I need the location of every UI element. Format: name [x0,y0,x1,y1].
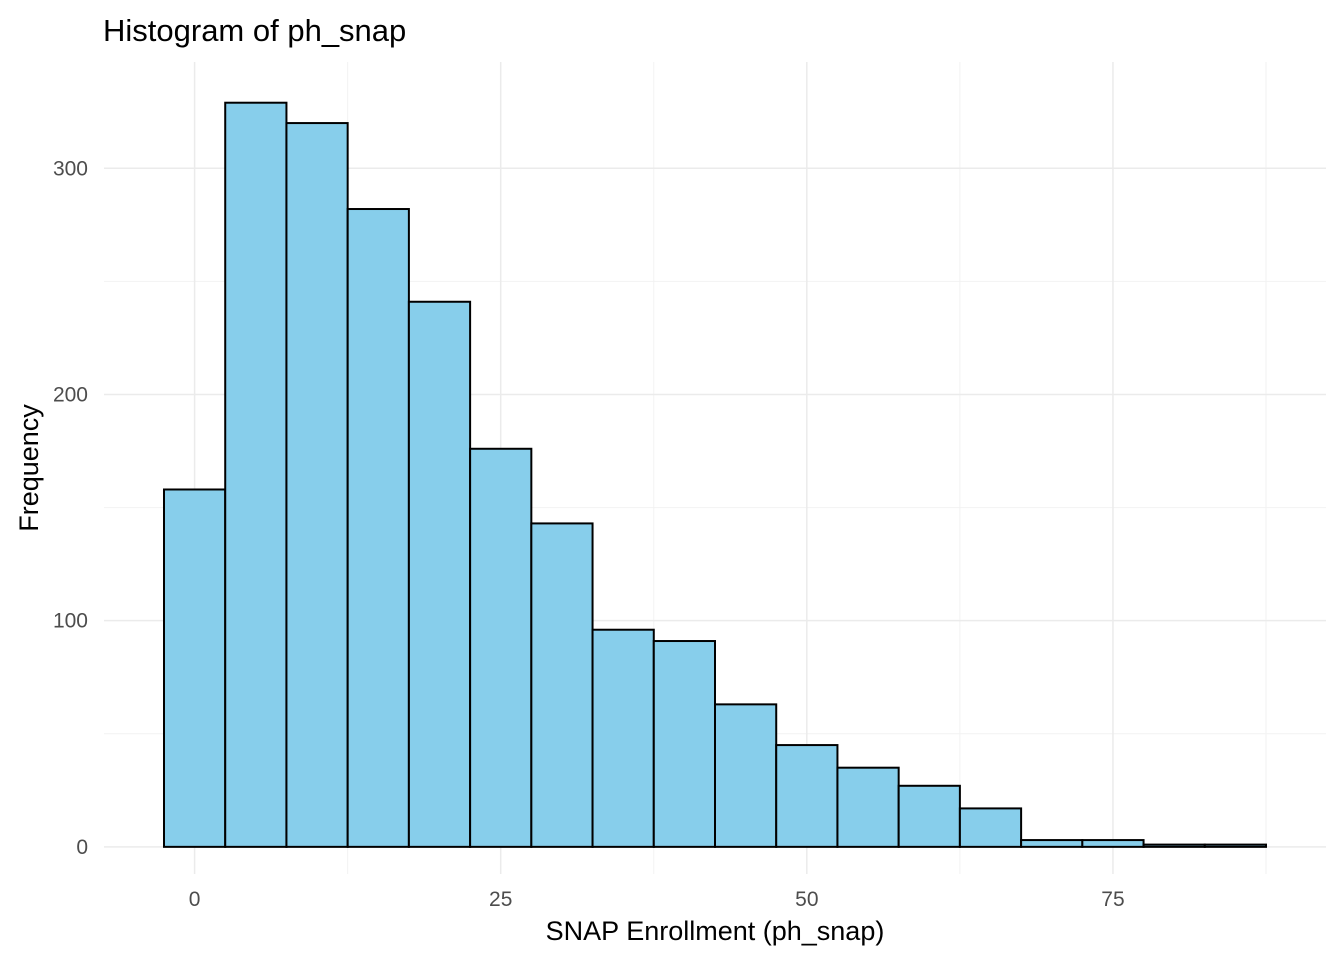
histogram-bar-2 [224,101,288,848]
y-tick-label: 0 [76,836,88,859]
histogram-bar-4 [346,208,410,848]
histogram-bar-15 [1020,839,1084,848]
histogram-bar-5 [407,300,472,848]
histogram-bar-9 [652,640,716,848]
x-axis-tick-labels: 0 25 50 75 [189,888,1125,911]
histogram-bars [162,101,1268,848]
histogram-bar-7 [530,522,594,848]
chart-title: Histogram of ph_snap [103,13,406,48]
x-tick-label: 50 [795,888,818,911]
histogram-bar-6 [469,447,533,848]
histogram-bar-1 [162,488,227,848]
histogram-bar-8 [591,628,655,848]
histogram-bar-12 [836,766,900,848]
x-tick-label: 0 [189,888,201,911]
histogram-bar-11 [775,744,839,848]
histogram-bar-13 [897,784,961,848]
y-tick-label: 300 [53,157,88,180]
x-tick-label: 75 [1101,888,1124,911]
y-axis-title: Frequency [14,404,44,532]
x-tick-label: 25 [489,888,512,911]
y-tick-label: 100 [53,610,88,633]
histogram-bar-16 [1081,839,1145,848]
histogram-bar-14 [958,807,1023,848]
histogram-bar-18 [1203,843,1268,848]
histogram-bar-17 [1142,843,1206,848]
y-tick-label: 200 [53,383,88,406]
histogram-bar-10 [714,703,778,848]
y-axis-tick-labels: 0 100 200 300 [53,157,88,859]
histogram-bar-3 [285,122,349,848]
x-axis-title: SNAP Enrollment (ph_snap) [546,916,885,946]
